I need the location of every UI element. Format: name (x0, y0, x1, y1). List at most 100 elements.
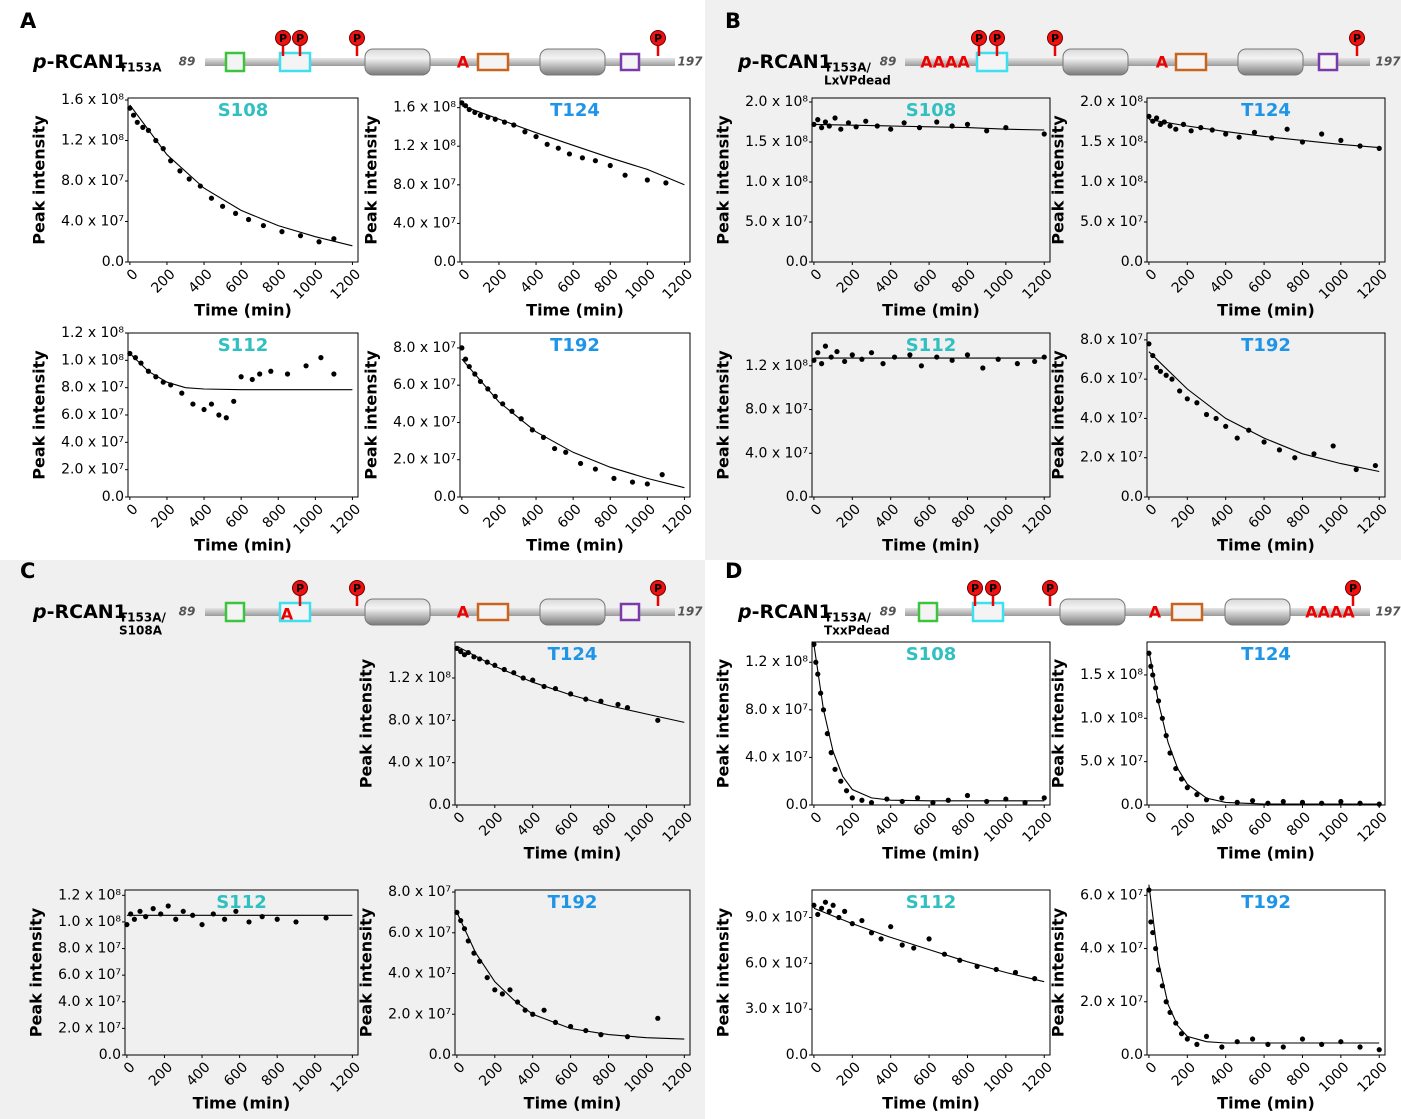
fit-curve (462, 359, 685, 488)
data-point (1179, 1031, 1184, 1036)
data-point (645, 177, 650, 182)
x-tick-label: 200 (1169, 1059, 1199, 1089)
construct-subscript: T153A/ (824, 611, 872, 625)
data-point (509, 409, 514, 414)
x-tick-label: 1200 (660, 501, 697, 538)
y-tick-label: 8.0 x 10⁷ (393, 177, 456, 193)
x-tick-label: 200 (480, 266, 510, 296)
data-point (815, 912, 820, 917)
data-point (331, 371, 336, 376)
construct-name: p-RCAN1 (32, 51, 127, 73)
data-point (854, 124, 859, 129)
x-tick-label: 800 (949, 1059, 979, 1089)
data-point (541, 684, 546, 689)
data-point (1300, 1036, 1305, 1041)
data-point (128, 911, 133, 916)
data-point (298, 233, 303, 238)
data-point (124, 922, 129, 927)
y-axis-label: Peak intensity (362, 350, 381, 480)
y-tick-label: 4.0 x 10⁷ (1080, 941, 1143, 957)
data-point (1319, 801, 1324, 806)
x-tick-label: 1200 (1354, 1059, 1391, 1096)
data-point (875, 123, 880, 128)
data-point (231, 399, 236, 404)
x-tick-label: 200 (148, 501, 178, 531)
x-tick-label: 800 (1284, 1059, 1314, 1089)
construct-name-rest: -RCAN1 (752, 51, 832, 73)
data-point (888, 924, 893, 929)
data-point (819, 906, 824, 911)
data-point (553, 1020, 558, 1025)
data-point (1223, 131, 1228, 136)
x-axis-label: Time (min) (1217, 301, 1315, 320)
data-point (869, 350, 874, 355)
data-point (1146, 887, 1151, 892)
panel-label: B (725, 9, 741, 33)
data-point (1204, 1034, 1209, 1039)
y-tick-label: 1.2 x 10⁸ (58, 887, 121, 903)
y-tick-label: 8.0 x 10⁷ (388, 712, 451, 728)
data-point (984, 799, 989, 804)
data-point (1156, 698, 1161, 703)
construct-subscript: T153A/ (824, 61, 872, 75)
data-point (260, 914, 265, 919)
data-point (831, 903, 836, 908)
data-point (318, 355, 323, 360)
data-point (892, 354, 897, 359)
chart-title: T192 (1241, 335, 1291, 356)
data-point (1357, 1044, 1362, 1049)
x-tick-label: 600 (223, 501, 253, 531)
x-tick-label: 0 (124, 266, 142, 284)
chart-title: T192 (550, 335, 600, 356)
y-tick-label: 0.0 (786, 254, 808, 270)
fit-curve (1149, 651, 1379, 804)
y-tick-label: 6.0 x 10⁷ (393, 377, 456, 393)
y-tick-label: 1.2 x 10⁸ (388, 670, 451, 686)
fit-curve (130, 105, 353, 246)
data-point (946, 798, 951, 803)
data-point (1164, 999, 1169, 1004)
y-axis-label: Peak intensity (1049, 350, 1068, 480)
panel-label: D (725, 559, 742, 583)
x-axis-label: Time (min) (1217, 844, 1315, 863)
construct-prefix: p (32, 601, 47, 623)
data-point (1032, 976, 1037, 981)
residue-start: 89 (880, 605, 897, 619)
y-tick-label: 0.0 (429, 1047, 451, 1063)
data-point (485, 386, 490, 391)
data-point (625, 705, 630, 710)
y-axis-label: Peak intensity (362, 115, 381, 245)
x-tick-label: 200 (834, 1059, 864, 1089)
construct-prefix: p (737, 601, 752, 623)
phospho-label: P (654, 32, 662, 45)
construct-name: p-RCAN1 (737, 51, 832, 73)
data-point (541, 1008, 546, 1013)
data-point (950, 358, 955, 363)
data-point (834, 349, 839, 354)
data-point (655, 718, 660, 723)
data-point (880, 361, 885, 366)
motif-box (919, 603, 937, 621)
data-point (220, 204, 225, 209)
y-tick-label: 0.0 (1121, 254, 1143, 270)
data-point (1250, 798, 1255, 803)
x-tick-label: 1000 (1316, 809, 1353, 846)
y-tick-label: 1.5 x 10⁸ (745, 134, 808, 150)
data-point (965, 122, 970, 127)
data-point (1281, 1044, 1286, 1049)
data-point (1148, 664, 1153, 669)
y-tick-label: 4.0 x 10⁷ (1080, 410, 1143, 426)
data-point (1022, 800, 1027, 805)
data-point (143, 914, 148, 919)
data-point (965, 352, 970, 357)
data-point (1154, 365, 1159, 370)
data-point (224, 415, 229, 420)
data-point (1169, 377, 1174, 382)
x-axis-label: Time (min) (1217, 1094, 1315, 1113)
data-point (888, 127, 893, 132)
y-axis-label: Peak intensity (714, 115, 733, 245)
y-axis-label: Peak intensity (714, 350, 733, 480)
data-point (533, 134, 538, 139)
data-point (1331, 443, 1336, 448)
data-point (1354, 467, 1359, 472)
